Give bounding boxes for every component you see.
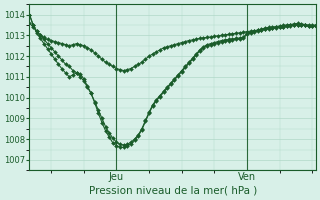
X-axis label: Pression niveau de la mer( hPa ): Pression niveau de la mer( hPa ) xyxy=(89,186,257,196)
